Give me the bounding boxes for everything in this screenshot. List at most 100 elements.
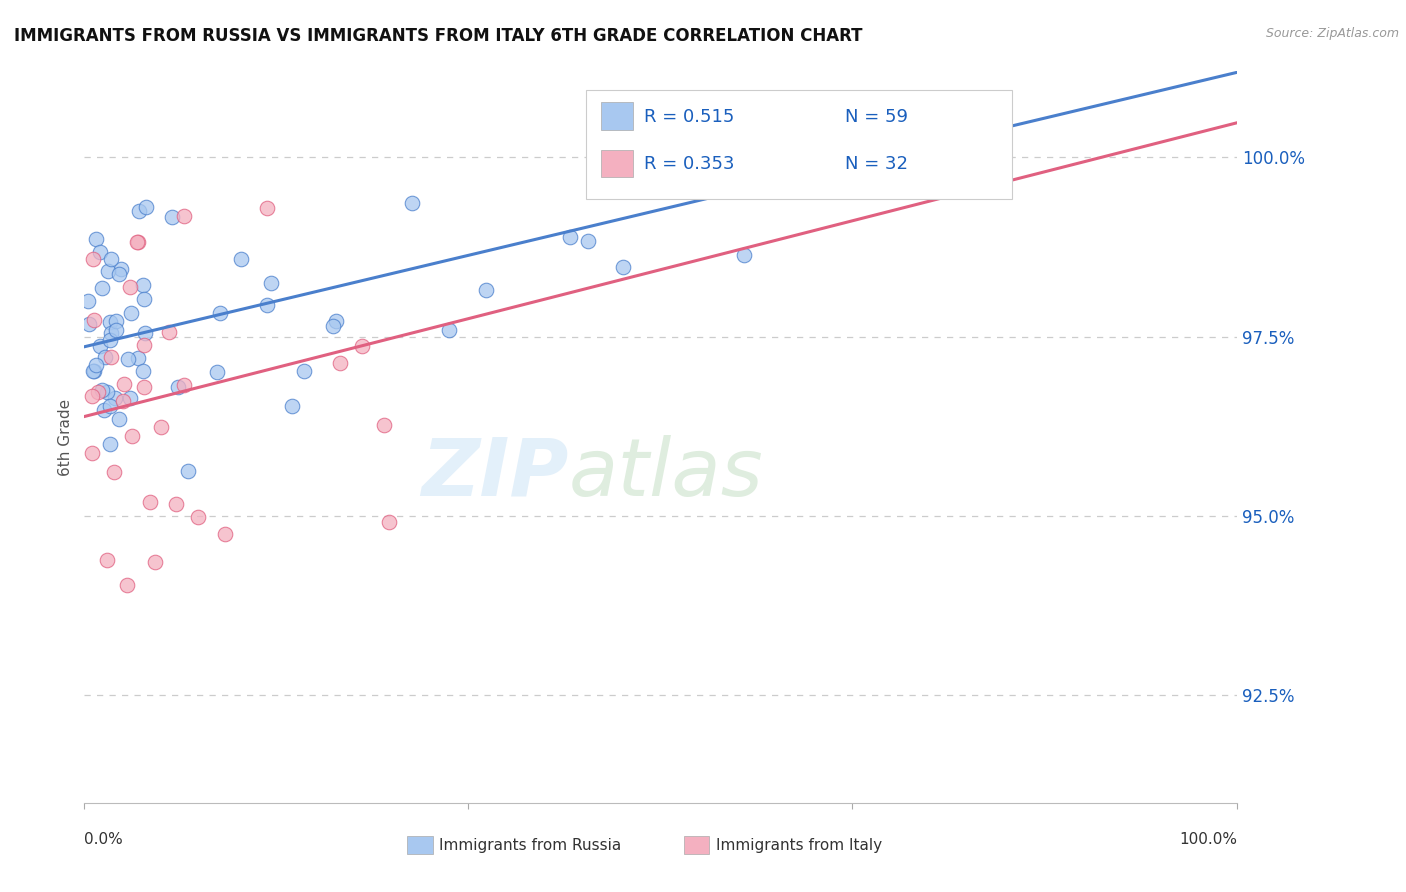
Point <box>823 121 845 136</box>
Point <box>208 306 231 320</box>
Text: R = 0.515: R = 0.515 <box>644 108 734 126</box>
Point <box>125 235 148 249</box>
Point <box>322 319 344 334</box>
Point <box>82 252 104 267</box>
Point <box>98 333 121 347</box>
Point <box>135 200 157 214</box>
Bar <box>600 150 633 178</box>
Point <box>132 338 155 352</box>
Point <box>112 394 135 409</box>
Point <box>108 268 131 282</box>
Point <box>697 121 720 136</box>
Point <box>401 196 423 211</box>
Point <box>90 383 112 397</box>
Point <box>132 292 155 306</box>
Point <box>437 323 460 337</box>
Point <box>100 252 122 266</box>
Point <box>127 235 149 249</box>
Point <box>103 465 125 479</box>
Point <box>100 350 122 364</box>
Point <box>132 364 155 378</box>
Point <box>260 277 283 291</box>
Point <box>187 509 209 524</box>
Text: R = 0.353: R = 0.353 <box>644 155 734 173</box>
Point <box>373 418 395 433</box>
Point <box>96 553 118 567</box>
Point <box>120 306 142 320</box>
Point <box>98 315 121 329</box>
Point <box>117 352 139 367</box>
Point <box>671 121 693 136</box>
Point <box>329 356 352 370</box>
Text: Immigrants from Russia: Immigrants from Russia <box>440 838 621 853</box>
Text: N = 32: N = 32 <box>845 155 908 173</box>
Y-axis label: 6th Grade: 6th Grade <box>58 399 73 475</box>
Point <box>91 281 114 295</box>
Point <box>176 464 198 478</box>
Point <box>256 201 278 215</box>
Point <box>80 389 103 403</box>
Point <box>167 380 190 394</box>
Point <box>98 399 121 413</box>
Point <box>134 326 156 340</box>
Text: Immigrants from Italy: Immigrants from Italy <box>716 838 883 853</box>
Point <box>104 314 127 328</box>
Text: N = 59: N = 59 <box>845 108 908 126</box>
Point <box>173 377 195 392</box>
Bar <box>408 836 433 854</box>
Point <box>800 121 823 136</box>
Point <box>157 326 180 340</box>
Text: Source: ZipAtlas.com: Source: ZipAtlas.com <box>1265 27 1399 40</box>
Text: 100.0%: 100.0% <box>1180 832 1237 847</box>
Point <box>733 248 755 262</box>
Point <box>143 555 166 569</box>
Point <box>115 578 138 592</box>
Point <box>128 203 150 218</box>
Point <box>214 527 236 541</box>
Text: IMMIGRANTS FROM RUSSIA VS IMMIGRANTS FROM ITALY 6TH GRADE CORRELATION CHART: IMMIGRANTS FROM RUSSIA VS IMMIGRANTS FRO… <box>14 27 862 45</box>
Point <box>76 294 98 309</box>
Point <box>105 323 128 337</box>
Point <box>84 232 107 246</box>
Text: 0.0%: 0.0% <box>84 832 124 847</box>
Point <box>112 377 135 392</box>
Point <box>82 364 104 378</box>
FancyBboxPatch shape <box>586 90 1012 200</box>
Point <box>84 359 107 373</box>
Text: ZIP: ZIP <box>422 434 568 513</box>
Point <box>121 428 143 442</box>
Point <box>475 283 498 297</box>
Point <box>108 412 131 426</box>
Point <box>83 364 105 378</box>
Point <box>292 364 315 378</box>
Point <box>97 263 120 277</box>
Point <box>86 384 108 399</box>
Point <box>560 230 582 244</box>
Point <box>98 437 121 451</box>
Point <box>281 400 304 414</box>
Point <box>576 235 599 249</box>
Point <box>325 313 347 327</box>
Point <box>256 298 278 312</box>
Point <box>96 384 118 399</box>
Point <box>89 339 111 353</box>
Bar <box>683 836 709 854</box>
Point <box>77 317 100 331</box>
Point <box>80 446 103 460</box>
Point <box>378 516 401 530</box>
Point <box>132 380 155 394</box>
Text: atlas: atlas <box>568 434 763 513</box>
Point <box>93 402 115 417</box>
Point <box>207 365 229 379</box>
Point <box>139 494 162 508</box>
Point <box>100 326 122 340</box>
Point <box>612 260 634 275</box>
Point <box>640 121 662 136</box>
Point <box>160 211 183 225</box>
Point <box>89 245 111 260</box>
Bar <box>600 102 633 130</box>
Point <box>83 313 105 327</box>
Point <box>229 252 252 266</box>
Point <box>132 277 155 292</box>
Point <box>110 262 132 277</box>
